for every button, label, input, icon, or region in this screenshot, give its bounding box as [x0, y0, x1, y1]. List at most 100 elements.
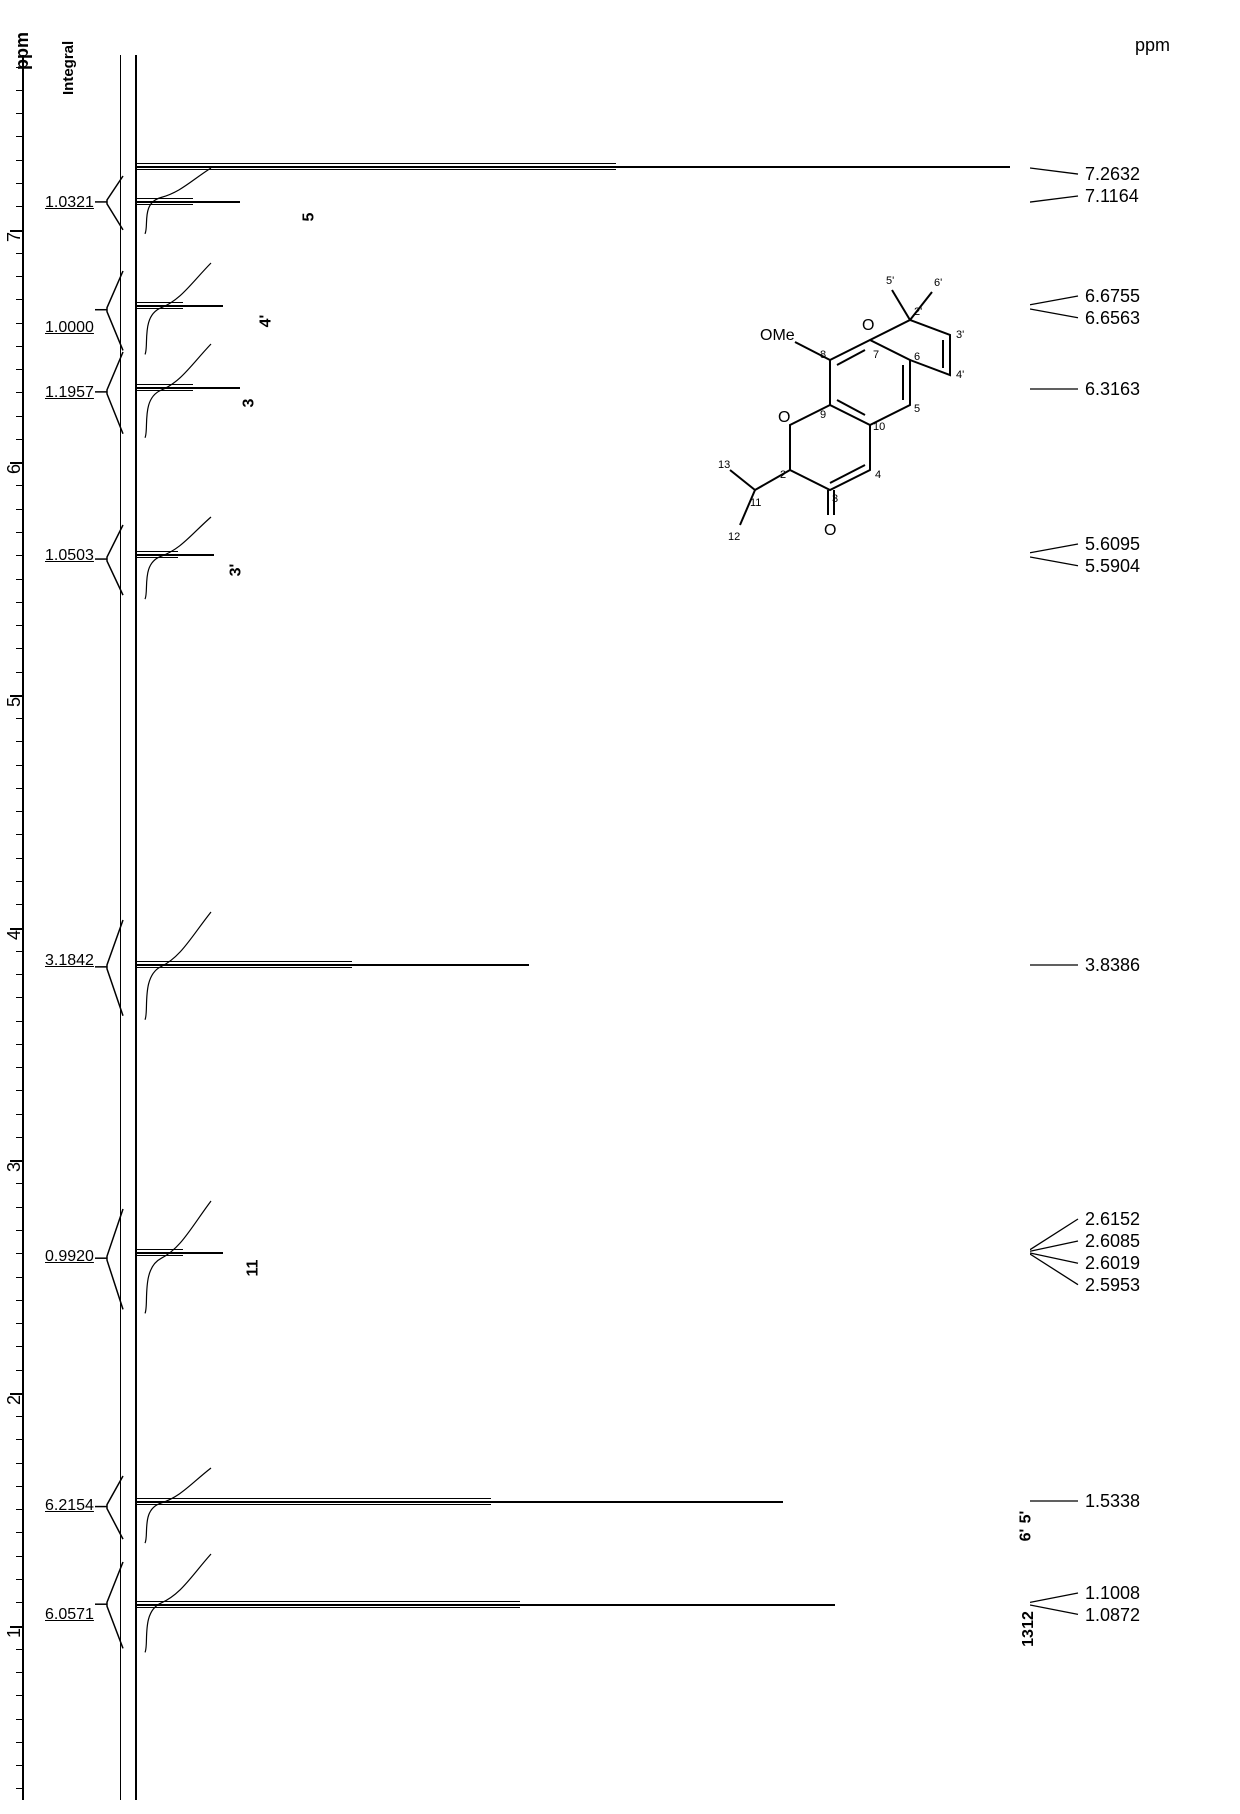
tick-minor	[16, 90, 22, 91]
tick-minor	[16, 299, 22, 300]
tick-minor	[16, 765, 22, 766]
integral-curve	[141, 1550, 231, 1658]
ppm-label: 1.0872	[1085, 1605, 1140, 1626]
tick-minor	[16, 881, 22, 882]
ppm-label: 7.1164	[1085, 186, 1139, 207]
tick-label: 3	[4, 1162, 25, 1172]
tick-label: 7	[4, 231, 25, 241]
nmr-spectrum: ppm Integral ppm 1234567 1.03211.00001.1…	[0, 0, 1240, 1814]
tick-minor	[16, 1463, 22, 1464]
tick-label: 6	[4, 464, 25, 474]
tick-minor	[16, 1532, 22, 1533]
peak-assignment: 6'	[1017, 1529, 1035, 1542]
integral-value: 6.0571	[45, 1606, 94, 1624]
tick-minor	[16, 811, 22, 812]
svg-text:5': 5'	[886, 275, 894, 287]
tick-minor	[16, 1253, 22, 1254]
svg-text:4: 4	[875, 469, 881, 481]
svg-text:2: 2	[780, 469, 786, 481]
ppm-leader	[1030, 1252, 1082, 1287]
ppm-label: 5.6095	[1085, 534, 1140, 555]
tick-minor	[16, 788, 22, 789]
ppm-label: 1.1008	[1085, 1583, 1140, 1604]
ppm-label: 2.6085	[1085, 1231, 1140, 1252]
tick-minor	[16, 1649, 22, 1650]
tick-minor	[16, 67, 22, 68]
integral-bracket	[95, 1207, 125, 1313]
tick-minor	[16, 602, 22, 603]
tick-minor	[16, 532, 22, 533]
peak	[135, 1604, 835, 1606]
tick-minor	[16, 1137, 22, 1138]
tick-minor	[16, 1346, 22, 1347]
tick-minor	[16, 834, 22, 835]
tick-label: 1	[4, 1627, 25, 1637]
integral-curve	[141, 340, 231, 444]
tick-minor	[16, 579, 22, 580]
ppm-leader	[1030, 1591, 1082, 1604]
tick-minor	[16, 974, 22, 975]
peak-assignment: 11	[244, 1260, 262, 1277]
tick-minor	[16, 1370, 22, 1371]
svg-text:13: 13	[718, 459, 730, 471]
tick-minor	[16, 346, 22, 347]
tick-minor	[16, 416, 22, 417]
ppm-label: 5.5904	[1085, 556, 1140, 577]
tick-minor	[16, 1207, 22, 1208]
tick-minor	[16, 1788, 22, 1789]
integral-bracket	[95, 918, 125, 1020]
svg-text:7: 7	[873, 349, 879, 361]
svg-text:3': 3'	[956, 329, 964, 341]
tick-minor	[16, 183, 22, 184]
tick-minor	[16, 1742, 22, 1743]
ppm-label: 2.6019	[1085, 1253, 1140, 1274]
integral-header: Integral	[60, 41, 77, 95]
atom-O-carbonyl: O	[824, 522, 836, 539]
tick-minor	[16, 323, 22, 324]
integral-curve	[141, 1464, 231, 1549]
ppm-label: 7.2632	[1085, 164, 1140, 185]
tick-minor	[16, 485, 22, 486]
tick-minor	[16, 741, 22, 742]
tick-minor	[16, 113, 22, 114]
tick-minor	[16, 1044, 22, 1045]
tick-minor	[16, 1765, 22, 1766]
svg-text:3: 3	[832, 493, 838, 505]
tick-label: 5	[4, 697, 25, 707]
axis-label-right: ppm	[1135, 35, 1170, 56]
tick-minor	[16, 625, 22, 626]
tick-minor	[16, 1323, 22, 1324]
integral-value: 1.0321	[45, 194, 94, 212]
tick-minor	[16, 1509, 22, 1510]
integral-curve	[141, 164, 231, 240]
integral-value: 3.1842	[45, 952, 94, 970]
tick-minor	[16, 392, 22, 393]
tick-label: 2	[4, 1395, 25, 1405]
tick-minor	[16, 1090, 22, 1091]
spectrum-baseline	[135, 55, 137, 1800]
tick-minor	[16, 997, 22, 998]
svg-text:2': 2'	[914, 306, 922, 318]
tick-minor	[16, 1556, 22, 1557]
svg-text:11: 11	[750, 497, 761, 509]
tick-minor	[16, 160, 22, 161]
atom-O-pyranone: O	[778, 409, 790, 426]
atom-O-top: O	[862, 317, 874, 334]
ppm-leader	[1030, 1499, 1082, 1503]
integral-bracket	[95, 523, 125, 599]
tick-minor	[16, 951, 22, 952]
integral-value: 1.0503	[45, 547, 94, 565]
svg-text:12: 12	[728, 531, 740, 543]
tick-minor	[16, 253, 22, 254]
integral-value: 1.1957	[45, 384, 94, 402]
tick-minor	[16, 1486, 22, 1487]
tick-minor	[16, 1114, 22, 1115]
tick-minor	[16, 1439, 22, 1440]
ppm-label: 6.6755	[1085, 286, 1140, 307]
ppm-label: 2.5953	[1085, 1275, 1140, 1296]
tick-minor	[16, 648, 22, 649]
svg-text:6: 6	[914, 351, 920, 363]
tick-minor	[16, 1719, 22, 1720]
integral-bracket	[95, 269, 125, 354]
tick-minor	[16, 276, 22, 277]
